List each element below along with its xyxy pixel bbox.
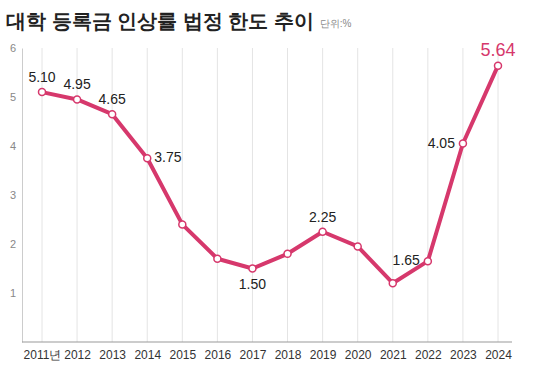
x-tick-label: 2018 <box>275 348 302 362</box>
grid <box>42 48 498 342</box>
data-label: 4.05 <box>428 135 455 151</box>
grid-line <box>427 48 428 342</box>
grid-line <box>498 48 499 342</box>
data-label: 4.65 <box>99 91 126 107</box>
x-tick: 2014 <box>134 342 161 362</box>
data-label: 1.50 <box>239 276 266 292</box>
x-tick-label: 2013 <box>99 348 126 362</box>
x-tick-label: 2020 <box>345 348 372 362</box>
x-tick-label: 2021 <box>380 348 407 362</box>
marker <box>214 255 221 262</box>
grid-line <box>392 48 393 342</box>
x-axis-line <box>22 342 512 343</box>
y-tick-label: 2 <box>10 238 16 250</box>
x-tick-label: 2023 <box>450 348 477 362</box>
x-tick: 2021 <box>380 342 407 362</box>
x-tick: 2019 <box>310 342 337 362</box>
marker <box>179 221 186 228</box>
grid-line <box>252 48 253 342</box>
grid-line <box>217 48 218 342</box>
subtitle: 단위:% <box>320 18 352 29</box>
data-label: 2.25 <box>309 209 336 225</box>
y-tick-label: 3 <box>10 189 16 201</box>
y-axis-line <box>22 49 23 343</box>
y-tick-label: 6 <box>10 42 16 54</box>
marker <box>459 140 466 147</box>
x-tick: 2023 <box>450 342 477 362</box>
grid-line <box>147 48 148 342</box>
x-tick-label: 2012 <box>64 348 91 362</box>
marker <box>39 89 46 96</box>
y-tick-label: 4 <box>10 140 16 152</box>
y-tick: 4 <box>10 140 22 152</box>
chart: 대학 등록금 인상률 법정 한도 추이단위:%1234562011년201220… <box>0 0 534 373</box>
grid-line <box>462 48 463 342</box>
x-tick-label: 2014 <box>134 348 161 362</box>
plot <box>39 62 502 287</box>
x-tick: 2013 <box>99 342 126 362</box>
x-tick-label: 2024 <box>485 348 512 362</box>
marker <box>74 96 81 103</box>
y-axis: 1 2 3 4 5 6 <box>10 42 23 342</box>
marker <box>354 243 361 250</box>
x-tick: 2017 <box>240 342 267 362</box>
line <box>42 66 498 284</box>
marker <box>249 265 256 272</box>
data-labels: 5.10 4.95 4.65 3.75 1.50 2.25 1.65 4.05 5.64 <box>28 40 515 292</box>
x-tick: 2015 <box>169 342 196 362</box>
grid-line <box>287 48 288 342</box>
x-tick: 2018 <box>275 342 302 362</box>
marker <box>389 280 396 287</box>
x-tick-label: 2019 <box>310 348 337 362</box>
x-tick: 2011년 <box>24 342 62 362</box>
data-label: 5.64 <box>480 40 515 60</box>
y-tick: 2 <box>10 238 22 250</box>
marker <box>284 250 291 257</box>
x-tick: 2016 <box>205 342 232 362</box>
x-tick-label: 2016 <box>205 348 232 362</box>
marker <box>109 111 116 118</box>
marker <box>495 62 502 69</box>
y-tick: 3 <box>10 189 22 201</box>
y-tick-label: 1 <box>10 287 16 299</box>
grid-line <box>322 48 323 342</box>
x-tick-label: 2011년 <box>24 348 62 362</box>
x-tick-label: 2022 <box>415 348 442 362</box>
x-tick: 2024 <box>485 342 512 362</box>
y-tick: 6 <box>10 42 22 54</box>
data-label: 5.10 <box>28 69 55 85</box>
x-tick-label: 2017 <box>240 348 267 362</box>
y-tick: 1 <box>10 287 22 299</box>
grid-line <box>182 48 183 342</box>
x-tick: 2012 <box>64 342 91 362</box>
marker <box>319 228 326 235</box>
y-tick-label: 5 <box>10 91 16 103</box>
grid-line <box>357 48 358 342</box>
x-tick: 2022 <box>415 342 442 362</box>
x-tick-label: 2015 <box>169 348 196 362</box>
y-tick: 5 <box>10 91 22 103</box>
data-label: 4.95 <box>63 76 90 92</box>
title: 대학 등록금 인상률 법정 한도 추이 <box>6 10 314 32</box>
x-tick: 2020 <box>345 342 372 362</box>
data-label: 3.75 <box>154 149 181 165</box>
marker <box>424 258 431 265</box>
data-label: 1.65 <box>393 252 420 268</box>
marker <box>144 155 151 162</box>
x-axis: 2011년2012 2013 2014 2015 2016 2017 2018 2019 202… <box>22 342 512 362</box>
